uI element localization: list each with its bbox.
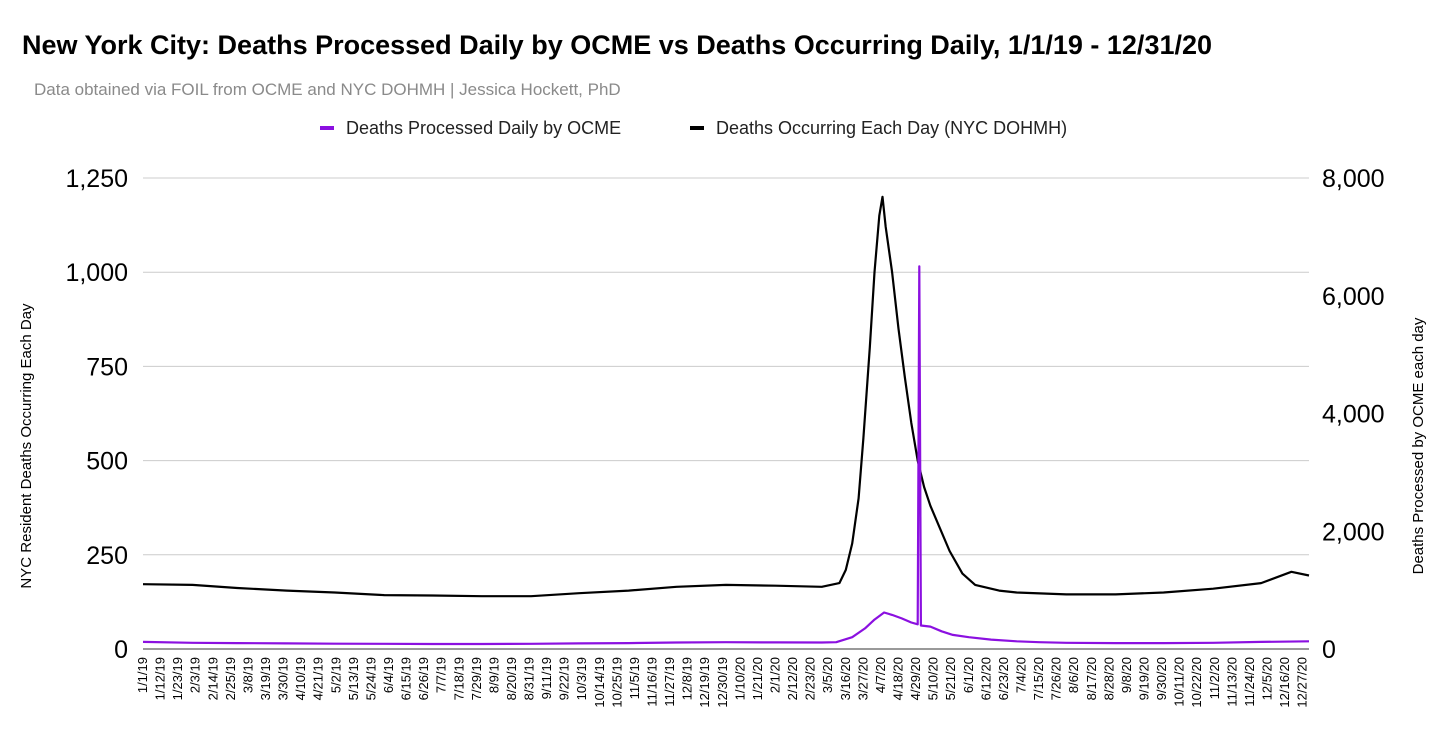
- x-tick-label: 8/9/19: [486, 657, 501, 693]
- series-line-ocme: [142, 265, 1310, 646]
- x-tick-label: 2/3/19: [188, 657, 203, 693]
- y-axis-left: 0 250 500 750 1,000 1,250: [65, 165, 128, 664]
- x-tick-label: 2/14/19: [205, 657, 220, 700]
- x-tick-label: 8/6/20: [1066, 657, 1081, 693]
- x-tick-label: 12/19/19: [697, 657, 712, 708]
- y-tick-right-label: 8,000: [1322, 165, 1385, 193]
- y-tick-left-label: 0: [114, 636, 128, 664]
- x-tick-label: 6/15/19: [399, 657, 414, 700]
- x-tick-label: 11/5/19: [627, 657, 642, 699]
- x-tick-label: 8/31/19: [522, 657, 537, 700]
- x-tick-label: 12/8/19: [680, 657, 695, 700]
- x-tick-label: 1/23/19: [170, 657, 185, 700]
- x-tick-label: 2/25/19: [223, 657, 238, 700]
- x-tick-label: 5/24/19: [363, 657, 378, 700]
- x-tick-label: 6/12/20: [978, 657, 993, 700]
- x-tick-label: 8/20/19: [504, 657, 519, 700]
- x-tick-label: 9/22/19: [557, 657, 572, 700]
- x-tick-label: 2/1/20: [768, 657, 783, 693]
- legend-swatch-ocme: [320, 126, 334, 130]
- y-tick-right-label: 0: [1322, 636, 1336, 664]
- legend-swatch-dohmh: [690, 126, 704, 130]
- x-tick-label: 10/22/20: [1189, 657, 1204, 708]
- x-tick-label: 7/29/19: [469, 657, 484, 700]
- x-tick-label: 3/19/19: [258, 657, 273, 700]
- y-tick-left-label: 500: [86, 448, 128, 476]
- x-tick-label: 12/27/20: [1295, 657, 1310, 708]
- x-tick-label: 3/8/19: [240, 657, 255, 693]
- y-axis-right-title: Deaths Processed by OCME each day: [1410, 317, 1427, 574]
- x-axis: 1/1/19 1/12/19 1/23/19 2/3/19 2/14/19 2/25/19…: [135, 657, 1310, 708]
- x-tick-label: 12/5/20: [1259, 657, 1274, 700]
- x-tick-label: 4/29/20: [908, 657, 923, 700]
- x-tick-label: 2/23/20: [803, 657, 818, 700]
- x-tick-label: 5/13/19: [346, 657, 361, 700]
- y-axis-right: 0 2,000 4,000 6,000 8,000: [1322, 165, 1385, 664]
- y-tick-left-label: 750: [86, 353, 128, 381]
- x-tick-label: 9/8/20: [1119, 657, 1134, 693]
- x-tick-label: 11/16/19: [645, 657, 660, 707]
- x-tick-label: 1/21/20: [750, 657, 765, 700]
- x-tick-label: 7/4/20: [1013, 657, 1028, 693]
- x-tick-label: 11/2/20: [1207, 657, 1222, 699]
- x-tick-label: 10/25/19: [609, 657, 624, 708]
- x-tick-label: 12/16/20: [1277, 657, 1292, 708]
- x-tick-label: 1/10/20: [732, 657, 747, 700]
- x-tick-label: 9/30/20: [1154, 657, 1169, 700]
- x-tick-label: 11/24/20: [1242, 657, 1257, 707]
- x-tick-label: 6/1/20: [961, 657, 976, 693]
- x-tick-label: 4/18/20: [891, 657, 906, 700]
- y-axis-left-title: NYC Resident Deaths Occurring Each Day: [18, 303, 35, 589]
- y-tick-left-label: 250: [86, 542, 128, 570]
- y-tick-right-label: 2,000: [1322, 518, 1385, 546]
- x-tick-label: 11/13/20: [1224, 657, 1239, 707]
- x-tick-label: 5/21/20: [943, 657, 958, 700]
- x-tick-label: 7/7/19: [434, 657, 449, 693]
- x-tick-label: 3/16/20: [838, 657, 853, 700]
- x-tick-label: 9/11/19: [539, 657, 554, 699]
- x-tick-label: 11/27/19: [662, 657, 677, 707]
- series-line-dohmh: [142, 195, 1310, 598]
- x-tick-label: 3/5/20: [820, 657, 835, 693]
- chart-title: New York City: Deaths Processed Daily by…: [22, 30, 1213, 60]
- x-tick-label: 10/14/19: [592, 657, 607, 708]
- x-tick-label: 7/18/19: [451, 657, 466, 700]
- x-tick-label: 7/15/20: [1031, 657, 1046, 700]
- x-tick-label: 10/11/20: [1172, 657, 1187, 707]
- x-tick-label: 6/4/19: [381, 657, 396, 693]
- x-tick-label: 3/27/20: [855, 657, 870, 700]
- y-tick-left-label: 1,000: [65, 259, 128, 287]
- x-tick-label: 5/10/20: [926, 657, 941, 700]
- x-tick-label: 4/7/20: [873, 657, 888, 693]
- y-tick-right-label: 4,000: [1322, 401, 1385, 429]
- gridlines: [143, 177, 1309, 650]
- x-tick-label: 4/10/19: [293, 657, 308, 700]
- x-tick-label: 2/12/20: [785, 657, 800, 700]
- x-tick-label: 8/28/20: [1101, 657, 1116, 700]
- series-layer: [142, 195, 1310, 646]
- chart-subtitle: Data obtained via FOIL from OCME and NYC…: [34, 80, 621, 99]
- y-tick-left-label: 1,250: [65, 165, 128, 193]
- x-tick-label: 9/19/20: [1136, 657, 1151, 700]
- x-tick-label: 1/1/19: [135, 657, 150, 693]
- x-tick-label: 7/26/20: [1049, 657, 1064, 700]
- x-tick-label: 1/12/19: [153, 657, 168, 700]
- x-tick-label: 4/21/19: [311, 657, 326, 700]
- x-tick-label: 5/2/19: [328, 657, 343, 693]
- x-tick-label: 8/17/20: [1084, 657, 1099, 700]
- legend: Deaths Processed Daily by OCME Deaths Oc…: [320, 118, 1067, 138]
- y-tick-right-label: 6,000: [1322, 283, 1385, 311]
- x-tick-label: 3/30/19: [276, 657, 291, 700]
- x-tick-label: 6/26/19: [416, 657, 431, 700]
- x-tick-label: 10/3/19: [574, 657, 589, 700]
- legend-label-ocme: Deaths Processed Daily by OCME: [346, 118, 621, 138]
- x-tick-label: 12/30/19: [715, 657, 730, 708]
- legend-label-dohmh: Deaths Occurring Each Day (NYC DOHMH): [716, 118, 1067, 138]
- x-tick-label: 6/23/20: [996, 657, 1011, 700]
